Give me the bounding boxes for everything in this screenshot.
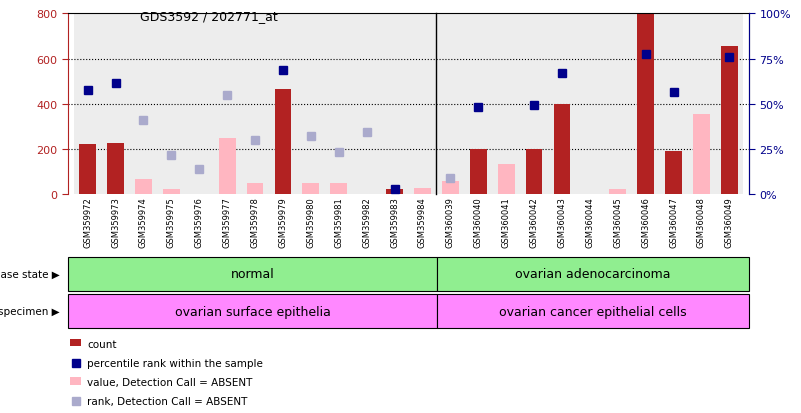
Bar (303, 184, 320, 194)
Text: rank, Detection Call = ABSENT: rank, Detection Call = ABSENT (87, 396, 248, 406)
Text: GDS3592 / 202771_at: GDS3592 / 202771_at (140, 10, 278, 23)
Text: ovarian surface epithelia: ovarian surface epithelia (175, 305, 331, 318)
Bar (610, 190, 626, 194)
Bar (497, 165, 514, 194)
Bar (213, 14, 241, 194)
Text: ovarian adenocarcinoma: ovarian adenocarcinoma (515, 268, 670, 281)
Bar (386, 190, 403, 194)
Bar (185, 14, 213, 194)
Bar (102, 14, 130, 194)
Text: count: count (87, 339, 117, 349)
Bar (721, 47, 738, 194)
Bar (604, 14, 632, 194)
Bar (297, 14, 324, 194)
Bar (330, 184, 347, 194)
Text: disease state ▶: disease state ▶ (0, 269, 60, 279)
Bar (70, 377, 81, 385)
Bar (352, 14, 380, 194)
Bar (241, 14, 269, 194)
Text: value, Detection Call = ABSENT: value, Detection Call = ABSENT (87, 377, 252, 387)
Bar (693, 114, 710, 194)
Bar (74, 14, 102, 194)
Bar (275, 90, 292, 194)
Bar (157, 14, 185, 194)
Bar (437, 257, 749, 291)
Bar (553, 104, 570, 194)
Bar (79, 145, 96, 194)
Bar (715, 14, 743, 194)
Bar (68, 294, 437, 328)
Bar (493, 14, 520, 194)
Bar (135, 180, 152, 194)
Bar (638, 14, 654, 194)
Bar (130, 14, 157, 194)
Bar (380, 14, 409, 194)
Bar (437, 14, 465, 194)
Bar (269, 14, 297, 194)
Bar (324, 14, 352, 194)
Bar (163, 190, 179, 194)
Bar (665, 152, 682, 194)
Bar (548, 14, 576, 194)
Text: normal: normal (231, 268, 275, 281)
Bar (576, 14, 604, 194)
Bar (414, 188, 431, 194)
Bar (525, 149, 542, 194)
Bar (107, 144, 124, 194)
Text: specimen ▶: specimen ▶ (0, 306, 60, 316)
Bar (437, 294, 749, 328)
Text: ovarian cancer epithelial cells: ovarian cancer epithelial cells (499, 305, 686, 318)
Bar (247, 184, 264, 194)
Bar (465, 14, 493, 194)
Bar (68, 257, 437, 291)
Bar (70, 339, 81, 347)
Bar (520, 14, 548, 194)
Bar (660, 14, 687, 194)
Text: percentile rank within the sample: percentile rank within the sample (87, 358, 263, 368)
Bar (409, 14, 437, 194)
Bar (687, 14, 715, 194)
Bar (632, 14, 660, 194)
Bar (442, 182, 459, 194)
Bar (470, 149, 487, 194)
Bar (219, 139, 235, 194)
